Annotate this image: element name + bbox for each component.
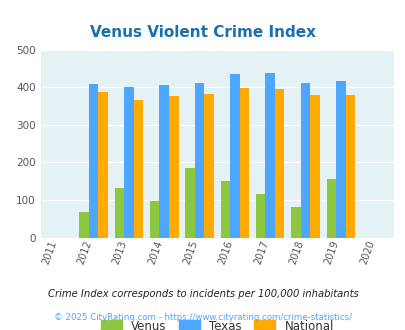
Bar xyxy=(335,81,345,238)
Bar xyxy=(159,85,168,238)
Bar xyxy=(274,89,284,238)
Bar xyxy=(255,194,265,238)
Bar xyxy=(230,74,239,238)
Bar xyxy=(204,93,213,238)
Bar xyxy=(239,88,249,238)
Bar xyxy=(265,73,274,238)
Bar xyxy=(133,100,143,238)
Bar xyxy=(79,212,89,238)
Bar xyxy=(168,96,178,238)
Bar xyxy=(89,84,98,238)
Bar xyxy=(309,95,319,238)
Bar xyxy=(300,83,309,238)
Bar xyxy=(345,95,354,238)
Bar xyxy=(185,168,194,238)
Bar xyxy=(149,202,159,238)
Bar xyxy=(290,207,300,238)
Bar xyxy=(326,179,335,238)
Bar xyxy=(114,187,124,238)
Text: Crime Index corresponds to incidents per 100,000 inhabitants: Crime Index corresponds to incidents per… xyxy=(47,289,358,299)
Bar xyxy=(220,181,230,238)
Legend: Venus, Texas, National: Venus, Texas, National xyxy=(96,315,338,330)
Bar xyxy=(194,83,204,238)
Text: Venus Violent Crime Index: Venus Violent Crime Index xyxy=(90,25,315,40)
Text: © 2025 CityRating.com - https://www.cityrating.com/crime-statistics/: © 2025 CityRating.com - https://www.city… xyxy=(54,313,351,322)
Bar xyxy=(124,87,133,238)
Bar xyxy=(98,92,108,238)
